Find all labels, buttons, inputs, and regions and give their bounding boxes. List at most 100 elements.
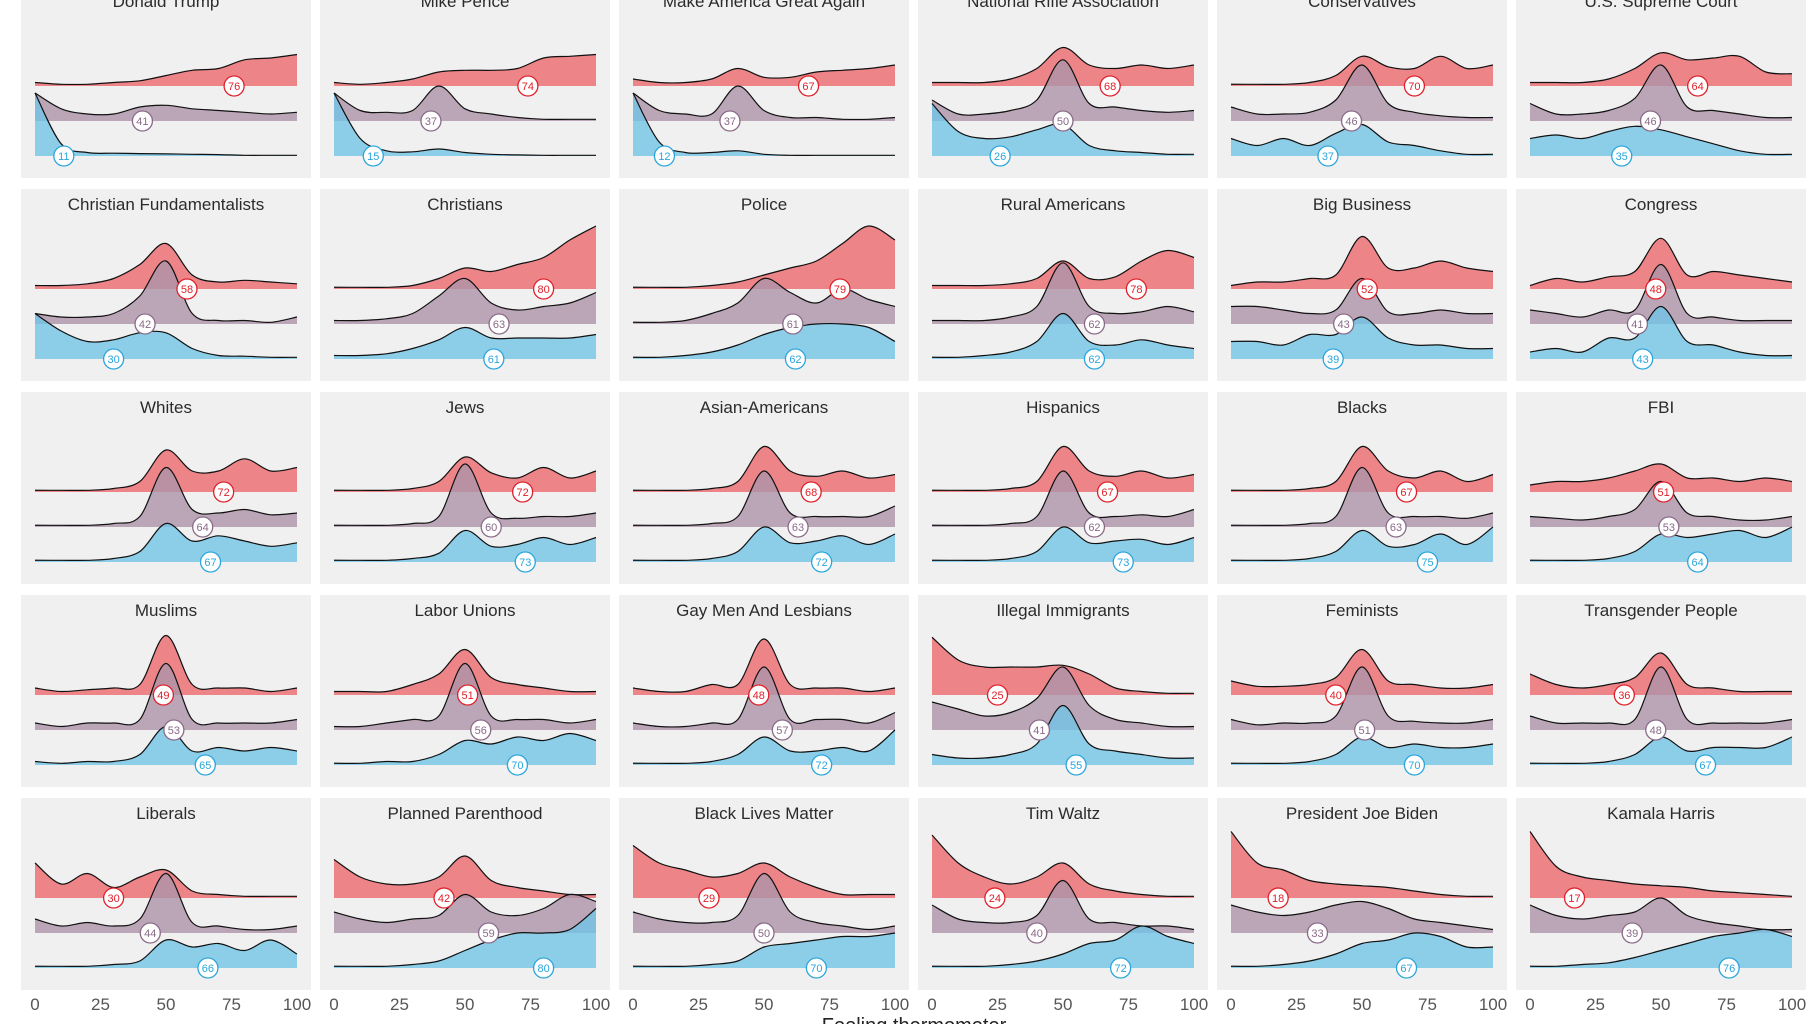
median-marker-middle [1026, 922, 1048, 944]
density-line-middle [1529, 480, 1793, 522]
median-marker-top [1652, 481, 1675, 503]
density-area-middle [1231, 901, 1493, 933]
x-tick-label: 0 [1226, 995, 1235, 1014]
median-marker-middle [420, 110, 442, 132]
median-marker-top [517, 75, 539, 97]
median-label-middle: 50 [1057, 116, 1069, 128]
median-label-bottom: 67 [1699, 760, 1711, 772]
density-line-bottom [1529, 125, 1793, 156]
panel-hispanics: Hispanics 67 62 73 [918, 392, 1208, 584]
median-label-middle: 40 [1031, 928, 1043, 940]
panel-title: Black Lives Matter [695, 804, 834, 823]
density-line-top [632, 225, 896, 288]
median-label-top: 36 [1618, 690, 1630, 702]
median-marker-middle [488, 313, 510, 335]
density-area-top [633, 845, 895, 898]
density-area-middle [1530, 64, 1792, 121]
density-line-top [333, 456, 597, 491]
x-tick-label: 0 [1525, 995, 1534, 1014]
median-marker-top [800, 481, 822, 503]
density-line-middle [1529, 263, 1792, 322]
density-area-bottom [1231, 932, 1493, 968]
median-label-top: 48 [753, 690, 765, 702]
density-area-middle [35, 260, 297, 324]
median-marker-bottom [1112, 551, 1134, 573]
median-marker-middle [470, 719, 492, 741]
median-marker-bottom [1687, 551, 1709, 573]
density-line-middle [632, 470, 896, 526]
density-line-middle [932, 262, 1195, 322]
panel-police: Police 79 61 62 [619, 189, 909, 381]
median-label-top: 25 [991, 690, 1003, 702]
median-label-middle: 42 [139, 319, 151, 331]
median-marker-bottom [784, 348, 807, 370]
density-line-top [1529, 652, 1792, 693]
median-marker-top [1356, 278, 1378, 300]
density-line-top [1529, 831, 1793, 897]
density-area-bottom [334, 908, 596, 968]
density-line-top [632, 445, 896, 491]
density-line-top [334, 648, 597, 693]
density-area-middle [1231, 467, 1493, 527]
median-marker-middle [787, 516, 809, 538]
panel-illegal-immigrants: Illegal Immigrants 25 41 55 [918, 595, 1208, 787]
density-line-middle [931, 59, 1195, 116]
median-label-bottom: 11 [58, 151, 69, 163]
panel-planned-parenthood: Planned Parenthood 42 59 80 [320, 798, 610, 990]
density-line-middle [1529, 666, 1793, 726]
density-area-top [932, 446, 1194, 492]
density-line-top [333, 225, 597, 288]
density-line-top [632, 638, 896, 693]
median-label-bottom: 67 [1400, 963, 1412, 975]
density-area-bottom [633, 526, 895, 562]
x-tick-label: 25 [1287, 995, 1306, 1014]
panel-title: Transgender People [1584, 601, 1737, 620]
median-marker-middle [477, 922, 500, 944]
median-marker-bottom [810, 551, 833, 573]
density-line-middle [34, 260, 298, 323]
median-label-middle: 37 [425, 116, 437, 128]
x-tick-label: 100 [1479, 995, 1507, 1014]
density-area-bottom [334, 733, 596, 765]
density-area-middle [1530, 667, 1792, 730]
density-line-top [34, 862, 297, 897]
median-label-middle: 46 [1345, 116, 1357, 128]
median-marker-middle [782, 313, 804, 335]
panel-title: Planned Parenthood [387, 804, 542, 823]
x-tick-label: 0 [329, 995, 338, 1014]
density-area-bottom [35, 726, 297, 765]
density-line-top [931, 834, 1195, 897]
median-label-bottom: 15 [367, 151, 379, 163]
panel-conservatives: Conservatives 70 46 37 [1217, 0, 1507, 178]
density-line-top [1230, 445, 1494, 491]
median-marker-top [511, 481, 534, 503]
median-label-middle: 48 [1650, 725, 1662, 737]
density-area-middle [932, 666, 1194, 730]
density-line-middle [1230, 900, 1494, 931]
median-marker-middle [771, 719, 793, 741]
median-marker-bottom [1395, 957, 1418, 979]
density-area-middle [1231, 667, 1493, 730]
median-label-top: 74 [522, 81, 534, 93]
density-line-middle [333, 85, 596, 120]
panel-black-lives-matter: Black Lives Matter 29 50 70 [619, 798, 909, 990]
median-label-top: 68 [1104, 81, 1116, 93]
median-marker-bottom [197, 957, 219, 979]
density-line-top [1529, 237, 1793, 287]
density-line-middle [931, 879, 1195, 931]
panel-president-joe-biden: President Joe Biden 18 33 67 [1217, 798, 1507, 990]
x-tick-label: 0 [30, 995, 39, 1014]
density-area-top [334, 855, 596, 898]
density-line-middle [1230, 666, 1494, 726]
median-label-middle: 37 [724, 116, 736, 128]
panel-christians: Christians 80 63 61 [320, 189, 610, 381]
density-area-bottom [1530, 527, 1792, 562]
density-line-middle [931, 666, 1195, 728]
median-marker-bottom [532, 957, 555, 979]
density-line-bottom [34, 312, 298, 358]
median-label-middle: 57 [776, 725, 788, 737]
density-area-middle [1530, 481, 1792, 527]
x-axis-title: Feeling thermometer [822, 1015, 1007, 1024]
density-line-top [931, 249, 1195, 287]
